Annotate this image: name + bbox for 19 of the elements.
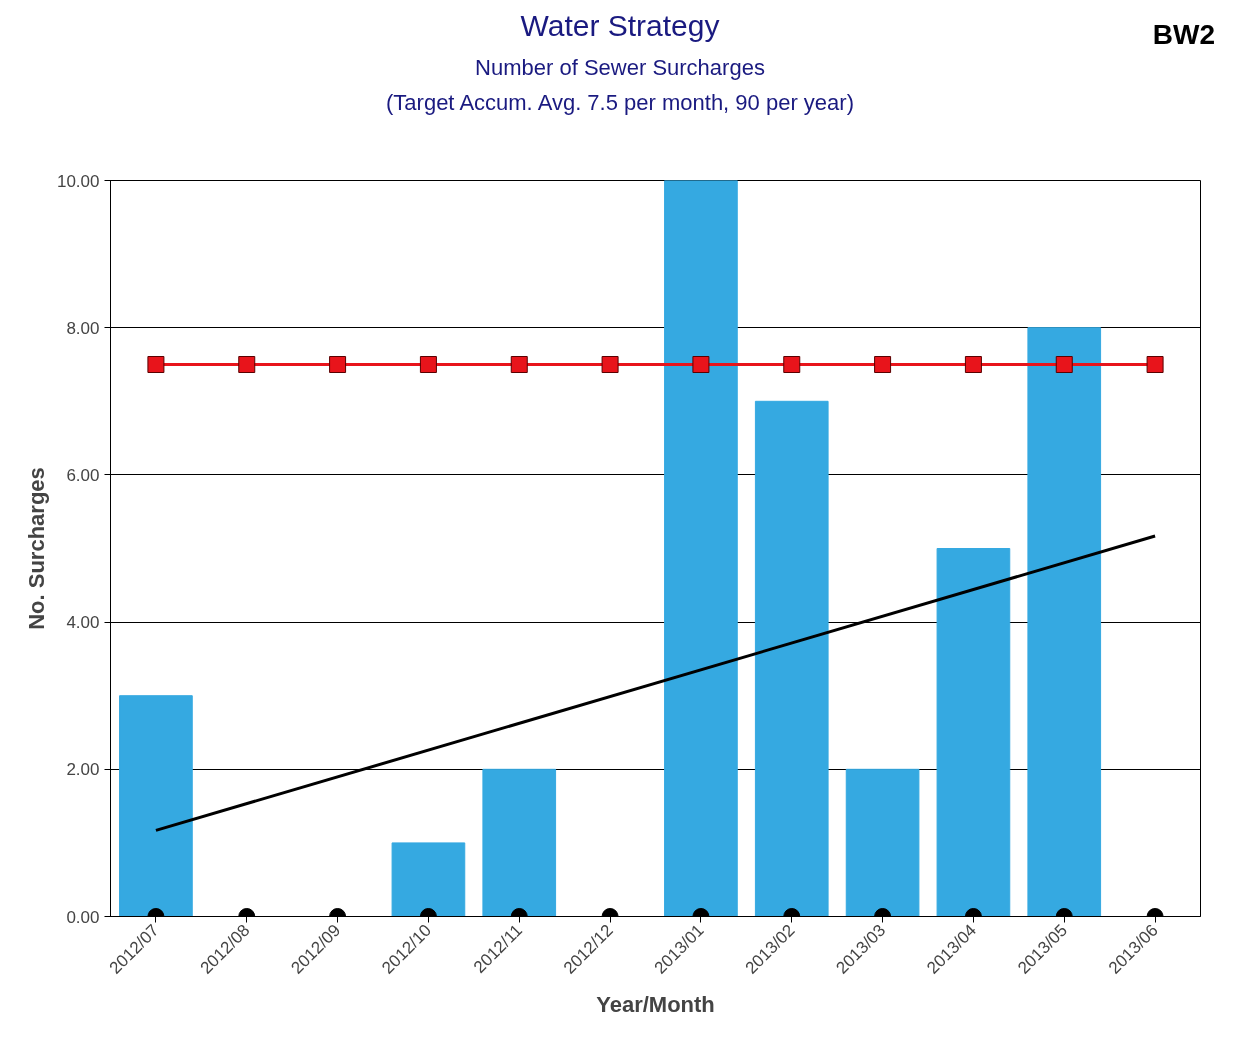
bar (391, 842, 466, 917)
y-tick-label: 10.00 (56, 171, 100, 191)
x-axis-title: Year/Month (596, 992, 715, 1018)
y-tick-label: 8.00 (66, 318, 100, 338)
bar (754, 400, 829, 917)
y-axis-title: No. Surcharges (23, 467, 49, 630)
y-tick-label: 6.00 (66, 465, 100, 485)
bar (845, 768, 920, 917)
y-tick-label: 2.00 (66, 760, 100, 780)
bar (664, 180, 738, 917)
y-tick-label: 4.00 (66, 613, 100, 633)
bar (119, 695, 193, 917)
y-tick-label: 0.00 (66, 907, 100, 927)
bar (1027, 327, 1102, 917)
bar (482, 768, 557, 917)
chart-subtitle: Number of Sewer Surcharges (Target Accum. Avg. 7.5 per month, 90 per year) (385, 53, 855, 118)
bar (936, 548, 1011, 917)
text: BW2 (1152, 18, 1215, 52)
chart-title: Water Strategy (520, 9, 720, 42)
